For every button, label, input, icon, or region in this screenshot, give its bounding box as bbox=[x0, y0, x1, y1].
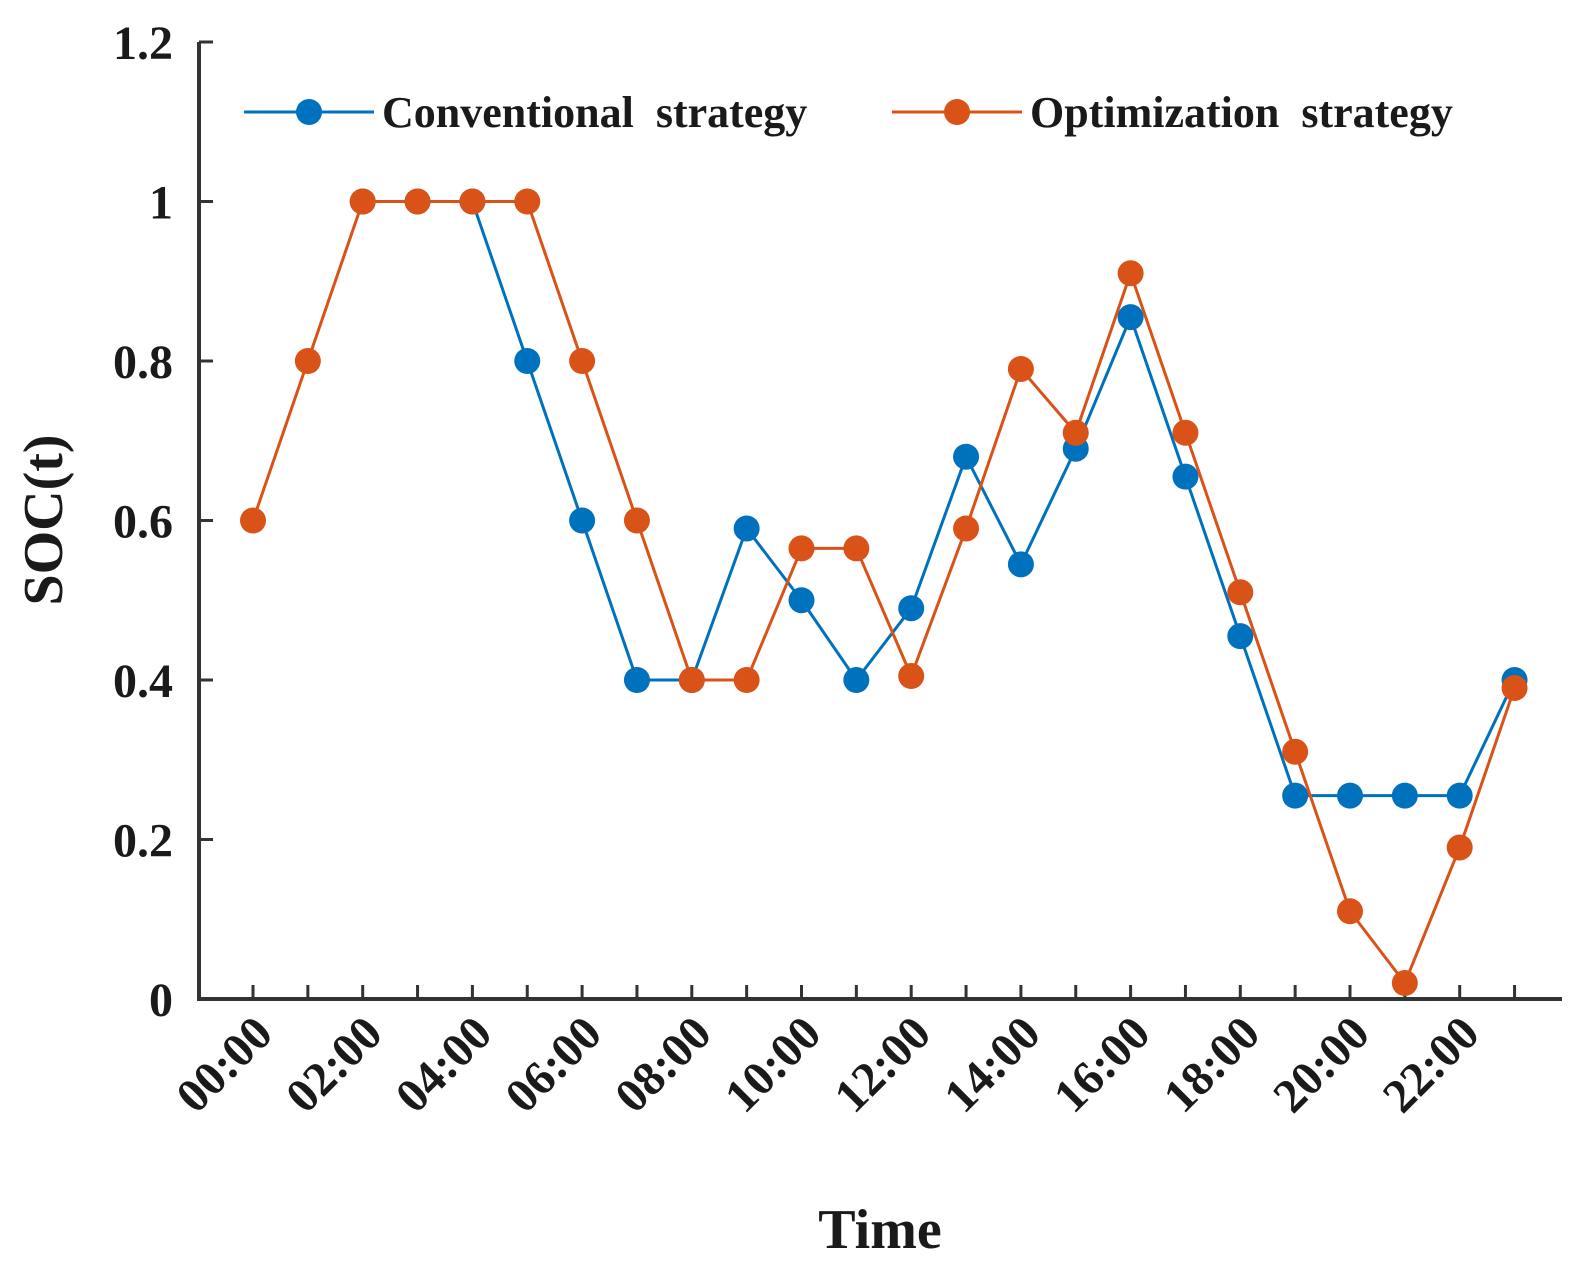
x-tick-label: 10:00 bbox=[715, 1006, 832, 1123]
point-conventional bbox=[569, 507, 596, 534]
legend-label-conventional: Conventional strategy bbox=[382, 88, 807, 137]
point-conventional bbox=[1282, 782, 1309, 809]
point-optimization bbox=[1446, 834, 1473, 861]
legend-marker-optimization bbox=[944, 99, 970, 125]
point-conventional bbox=[1117, 304, 1144, 331]
x-tick-label: 18:00 bbox=[1153, 1006, 1270, 1123]
point-conventional bbox=[1007, 551, 1034, 578]
y-tick-label: 1 bbox=[149, 177, 173, 230]
x-ticks: 00:0002:0004:0006:0008:0010:0012:0014:00… bbox=[166, 985, 1517, 1123]
point-optimization bbox=[459, 188, 486, 215]
point-conventional bbox=[1337, 782, 1363, 809]
legend: Conventional strategy Optimization strat… bbox=[244, 88, 1453, 137]
x-tick-label: 08:00 bbox=[605, 1006, 722, 1123]
y-ticks: 0 0.2 0.4 0.6 0.8 1 1.2 bbox=[113, 17, 213, 1027]
point-conventional bbox=[843, 667, 870, 693]
x-tick-label: 04:00 bbox=[386, 1006, 503, 1123]
point-conventional bbox=[898, 595, 925, 622]
point-optimization bbox=[1391, 970, 1418, 997]
point-optimization bbox=[1117, 260, 1144, 287]
y-tick-label: 0.2 bbox=[113, 815, 173, 868]
point-conventional bbox=[1391, 782, 1418, 809]
point-conventional bbox=[1227, 623, 1254, 650]
axes bbox=[197, 42, 1562, 1001]
point-optimization bbox=[623, 507, 650, 534]
point-conventional bbox=[514, 348, 541, 374]
point-optimization bbox=[1337, 898, 1363, 925]
legend-label-optimization: Optimization strategy bbox=[1030, 88, 1453, 137]
x-tick-label: 12:00 bbox=[824, 1006, 941, 1123]
y-tick-label: 0 bbox=[149, 974, 173, 1027]
x-tick-label: 00:00 bbox=[166, 1006, 283, 1123]
point-optimization bbox=[514, 188, 541, 215]
series-line-optimization bbox=[251, 200, 1516, 985]
point-optimization bbox=[404, 188, 431, 215]
point-conventional bbox=[1172, 463, 1199, 490]
point-optimization bbox=[1501, 674, 1528, 701]
point-optimization bbox=[898, 663, 925, 690]
y-tick-label: 0.6 bbox=[113, 496, 173, 549]
x-tick-label: 02:00 bbox=[276, 1006, 393, 1123]
y-tick-label: 0.8 bbox=[113, 336, 173, 389]
y-tick-label: 0.4 bbox=[113, 655, 173, 708]
point-conventional bbox=[788, 587, 815, 614]
point-optimization bbox=[1282, 738, 1309, 765]
point-conventional bbox=[733, 515, 760, 542]
point-optimization bbox=[1062, 419, 1089, 446]
y-tick-label: 1.2 bbox=[113, 17, 173, 70]
point-optimization bbox=[843, 535, 870, 562]
point-optimization bbox=[1007, 355, 1034, 382]
point-conventional bbox=[953, 443, 980, 470]
point-optimization bbox=[1172, 419, 1199, 446]
point-optimization bbox=[349, 188, 376, 215]
series-line-conventional bbox=[362, 200, 1516, 798]
y-axis-title: SOC(t) bbox=[13, 434, 75, 605]
point-conventional bbox=[623, 667, 650, 693]
point-optimization bbox=[240, 507, 266, 534]
x-axis-title: Time bbox=[818, 1199, 941, 1261]
point-optimization bbox=[1227, 579, 1254, 606]
x-tick-label: 16:00 bbox=[1044, 1006, 1161, 1123]
series-layer bbox=[240, 188, 1528, 997]
point-optimization bbox=[569, 348, 596, 374]
x-tick-label: 22:00 bbox=[1373, 1006, 1490, 1123]
point-optimization bbox=[953, 515, 980, 542]
x-tick-label: 20:00 bbox=[1263, 1006, 1380, 1123]
legend-marker-conventional bbox=[296, 99, 322, 125]
point-conventional bbox=[1446, 782, 1473, 809]
x-tick-label: 06:00 bbox=[495, 1006, 612, 1123]
point-optimization bbox=[678, 667, 705, 693]
x-tick-label: 14:00 bbox=[934, 1006, 1051, 1123]
point-optimization bbox=[733, 667, 760, 693]
point-optimization bbox=[788, 535, 815, 562]
point-optimization bbox=[294, 348, 321, 374]
